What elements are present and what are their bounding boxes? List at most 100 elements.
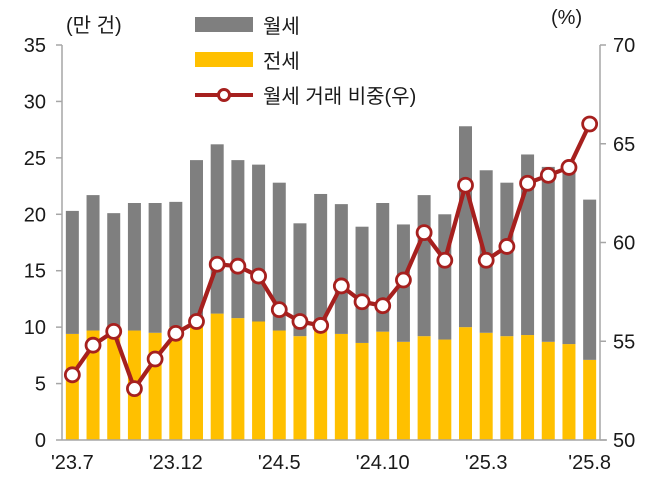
- x-axis-tick-label: '25.8: [568, 452, 611, 474]
- share-line-marker: [167, 324, 185, 342]
- left-axis-tick-label: 5: [35, 374, 46, 396]
- bar-jeonse-segment: [459, 327, 472, 440]
- bar-jeonse-segment: [190, 320, 203, 440]
- bar-jeonse-segment: [583, 359, 597, 440]
- bar-wolse-segment: [127, 203, 141, 331]
- bar-jeonse-segment: [500, 336, 514, 440]
- bar-jeonse-segment: [148, 332, 162, 440]
- share-line-marker: [498, 238, 516, 255]
- bar-wolse-segment: [459, 126, 472, 328]
- bar-wolse-segment: [252, 164, 266, 322]
- share-line-marker: [477, 251, 495, 269]
- right-axis-tick-label: 70: [613, 35, 635, 57]
- bar-jeonse-segment: [65, 333, 79, 440]
- right-axis-tick-label: 65: [613, 134, 635, 156]
- bar-wolse-segment: [334, 204, 348, 334]
- right-axis-unit-label: (%): [551, 7, 583, 29]
- jeonse-swatch-icon: [195, 51, 253, 67]
- wolse-swatch-icon: [195, 16, 253, 32]
- share-line-marker: [395, 271, 412, 289]
- bar-jeonse-segment: [562, 344, 576, 440]
- share-line-marker: [126, 380, 143, 398]
- legend-item-share: 월세 거래 비중(우): [195, 82, 417, 108]
- x-axis-tick-label: '25.3: [465, 452, 508, 474]
- left-axis-tick-label: 35: [24, 35, 46, 57]
- bar-jeonse-segment: [314, 324, 328, 440]
- share-line-marker: [539, 166, 557, 184]
- bar-jeonse-segment: [396, 341, 410, 440]
- share-line-marker: [332, 277, 350, 295]
- share-line-marker: [270, 301, 288, 319]
- share-line-marker: [291, 313, 309, 330]
- legend-label-share: 월세 거래 비중(우): [263, 85, 417, 108]
- bar-wolse-segment: [562, 168, 576, 345]
- share-line-marker: [63, 366, 81, 384]
- share-line-marker: [436, 251, 454, 269]
- bar-jeonse-segment: [86, 330, 100, 440]
- legend-label-wolse: 월세: [263, 15, 300, 38]
- bar-wolse-segment: [107, 213, 121, 329]
- left-axis-unit-label: (만 건): [66, 15, 122, 37]
- share-line-marker: [229, 257, 247, 275]
- bar-wolse-segment: [479, 170, 493, 333]
- share-line-marker: [105, 322, 123, 340]
- bar-jeonse-segment: [107, 328, 121, 440]
- right-axis-tick-label: 50: [613, 430, 635, 452]
- bar-jeonse-segment: [252, 321, 266, 440]
- bar-wolse-segment: [583, 199, 597, 360]
- bar-wolse-segment: [210, 144, 224, 314]
- left-axis-tick-label: 25: [24, 148, 46, 170]
- bar-jeonse-segment: [355, 342, 369, 440]
- bar-jeonse-segment: [334, 333, 348, 440]
- share-line-marker: [250, 267, 267, 285]
- bar-jeonse-segment: [293, 336, 307, 440]
- bar-jeonse-segment: [438, 339, 452, 440]
- bar-wolse-segment: [148, 203, 162, 333]
- legend-item-jeonse: 전세: [195, 47, 416, 73]
- bar-jeonse-segment: [521, 335, 535, 440]
- left-axis-tick-label: 30: [24, 91, 46, 113]
- share-line-marker: [560, 159, 578, 176]
- share-line-swatch-icon: [195, 87, 253, 102]
- bar-jeonse-segment: [479, 332, 493, 440]
- bar-wolse-segment: [65, 210, 79, 334]
- bar-wolse-segment: [169, 201, 183, 328]
- share-line-marker: [457, 176, 474, 194]
- bar-jeonse-segment: [210, 313, 224, 440]
- legend: 월세 전세 월세 거래 비중(우): [195, 12, 417, 108]
- x-axis-tick-label: '24.10: [356, 452, 410, 474]
- bar-wolse-segment: [86, 195, 100, 331]
- legend-label-jeonse: 전세: [263, 50, 300, 73]
- x-axis-tick-label: '24.5: [258, 452, 301, 474]
- bar-wolse-segment: [231, 160, 245, 319]
- share-line-marker: [312, 317, 330, 334]
- share-line-marker: [374, 297, 392, 315]
- bar-wolse-segment: [417, 195, 431, 337]
- left-axis-tick-label: 10: [24, 317, 46, 339]
- bar-wolse-segment: [272, 182, 286, 331]
- share-line-marker: [581, 115, 599, 133]
- bar-jeonse-segment: [417, 336, 431, 440]
- bar-wolse-segment: [500, 182, 514, 337]
- bar-wolse-segment: [190, 160, 203, 321]
- share-line-marker: [146, 350, 164, 368]
- right-axis-tick-label: 60: [613, 233, 635, 255]
- share-line-marker: [84, 336, 102, 354]
- bar-wolse-segment: [293, 223, 307, 337]
- bar-jeonse-segment: [541, 341, 555, 440]
- legend-item-wolse: 월세: [195, 12, 416, 38]
- share-line-marker: [415, 224, 433, 242]
- share-line-marker: [353, 293, 371, 311]
- bar-jeonse-segment: [231, 318, 245, 440]
- bar-wolse-segment: [355, 226, 369, 343]
- share-line-marker: [188, 313, 205, 330]
- bar-jeonse-segment: [169, 327, 183, 440]
- share-line-marker: [519, 174, 536, 192]
- left-axis-tick-label: 20: [24, 204, 46, 226]
- left-axis-tick-label: 0: [35, 430, 46, 452]
- bar-wolse-segment: [541, 166, 555, 342]
- bar-wolse-segment: [438, 214, 452, 340]
- right-axis-tick-label: 55: [613, 331, 635, 353]
